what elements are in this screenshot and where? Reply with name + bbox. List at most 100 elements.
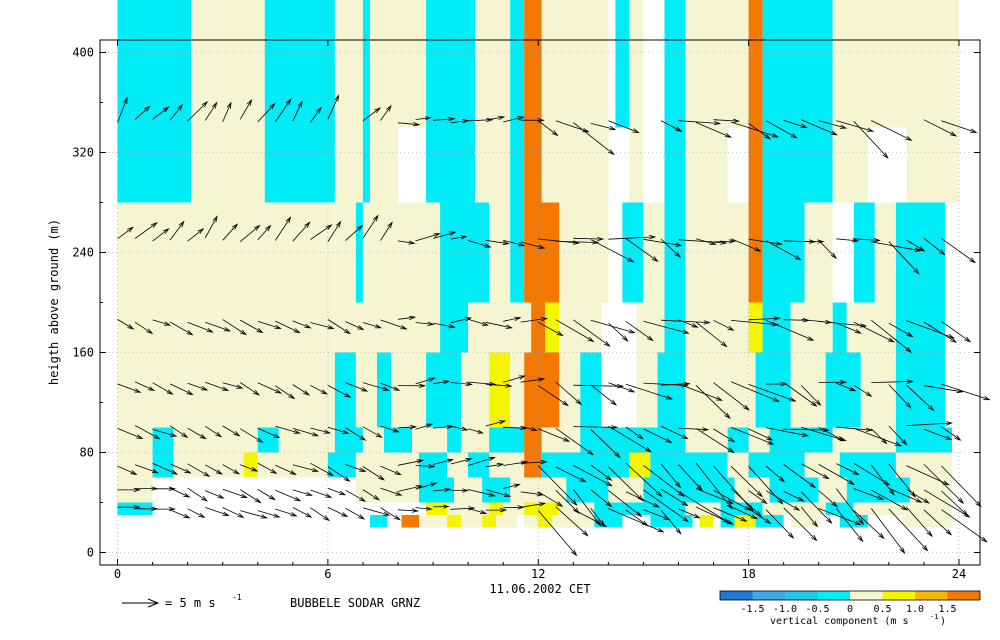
- wind-vector: [117, 465, 138, 475]
- wind-vector: [169, 425, 189, 439]
- y-tick-label: 240: [72, 246, 94, 260]
- wind-vector: [345, 427, 367, 441]
- heatmap-cell: [475, 127, 511, 203]
- wind-vector: [520, 377, 546, 383]
- wind-vector: [117, 319, 135, 330]
- wind-vector: [292, 384, 311, 396]
- heatmap-cell: [685, 202, 728, 303]
- heatmap-cell: [489, 202, 511, 303]
- wind-vector: [468, 489, 497, 497]
- wind-vector: [310, 224, 333, 240]
- heatmap-cell: [685, 452, 728, 478]
- heatmap-cell: [902, 515, 952, 528]
- heatmap-cell: [524, 352, 560, 428]
- wind-vector: [748, 384, 797, 402]
- wind-vector: [134, 321, 154, 335]
- wind-vector: [748, 238, 783, 246]
- heatmap-cell: [825, 502, 854, 515]
- wind-vector: [537, 510, 578, 557]
- heatmap-cell: [650, 515, 693, 528]
- wind-vector: [625, 238, 659, 262]
- wind-vector: [678, 427, 710, 432]
- wind-vector: [397, 315, 417, 321]
- heatmap-cell: [594, 452, 630, 478]
- wind-vector: [327, 507, 349, 518]
- wind-vector: [853, 384, 873, 397]
- heatmap-cell: [636, 352, 658, 428]
- vector-scale-label: = 5 m s: [165, 596, 216, 610]
- heatmap-cell: [510, 127, 525, 203]
- colorbar: -1.5 -1.0 -0.5 0 0.5 1.0 1.5: [719, 590, 981, 615]
- wind-vector: [187, 321, 214, 333]
- wind-vector: [678, 120, 722, 126]
- wind-vector: [415, 464, 436, 469]
- wind-vector: [888, 322, 914, 338]
- heatmap-cell: [895, 427, 952, 453]
- heatmap-cell: [419, 302, 440, 353]
- wind-vector: [292, 100, 303, 122]
- wind-vector: [871, 428, 888, 445]
- wind-vector: [169, 487, 191, 498]
- heatmap-cell: [734, 477, 770, 503]
- wind-vector: [275, 464, 297, 475]
- wind-vector: [485, 462, 505, 468]
- wind-vector: [169, 220, 185, 241]
- heatmap-cell: [191, 0, 265, 128]
- heatmap-cell: [895, 302, 945, 353]
- wind-vector: [888, 425, 908, 446]
- wind-vector: [765, 465, 786, 483]
- wind-vector: [713, 239, 737, 244]
- wind-vector: [766, 427, 810, 437]
- wind-vector: [678, 490, 730, 524]
- wind-vector: [240, 510, 268, 519]
- heatmap-cell: [727, 427, 749, 453]
- wind-vector: [713, 428, 736, 443]
- wind-vector: [467, 240, 492, 248]
- x-tick-label: 0: [114, 567, 121, 581]
- heatmap-cell: [489, 427, 525, 453]
- heatmap-cell: [426, 127, 476, 203]
- heatmap-cell: [657, 352, 686, 428]
- wind-vector: [783, 120, 808, 128]
- wind-vector: [608, 120, 640, 133]
- heatmap-cell: [524, 127, 542, 203]
- heatmap-cell: [475, 0, 511, 128]
- wind-vector: [608, 425, 653, 453]
- wind-vector: [888, 384, 912, 409]
- wind-vector: [730, 506, 758, 520]
- wind-vector: [625, 321, 654, 342]
- wind-vector: [134, 425, 161, 440]
- wind-vector: [555, 381, 583, 406]
- x-tick-label: 12: [531, 567, 545, 581]
- heatmap-cell: [825, 352, 861, 428]
- heatmap-cell: [362, 427, 384, 453]
- wind-vector: [748, 490, 768, 505]
- wind-vector: [117, 428, 144, 440]
- heatmap-cell: [727, 202, 749, 303]
- heatmap-cell: [580, 427, 686, 453]
- wind-vector: [152, 463, 179, 475]
- heatmap-cell: [461, 427, 476, 453]
- wind-vector: [503, 483, 521, 489]
- wind-vector: [923, 509, 953, 536]
- wind-vector: [397, 383, 427, 388]
- wind-vector: [835, 508, 864, 543]
- wind-vector: [590, 384, 618, 406]
- heatmap-cell: [755, 352, 791, 428]
- wind-vector: [275, 320, 301, 334]
- wind-vector: [923, 464, 965, 505]
- heatmap-cell: [401, 515, 419, 528]
- heatmap-cell: [152, 427, 174, 453]
- wind-vector: [713, 319, 735, 331]
- colorbar-swatch: [947, 591, 980, 600]
- heatmap-cell: [629, 0, 644, 128]
- colorbar-tick-label: -1.5: [740, 604, 764, 615]
- wind-vector: [818, 464, 856, 486]
- x-tick-label: 24: [952, 567, 966, 581]
- heatmap-cell: [468, 452, 490, 478]
- heatmap-cell: [664, 0, 686, 128]
- wind-vector: [169, 321, 194, 336]
- wind-vector: [433, 458, 454, 465]
- wind-vector: [205, 321, 232, 332]
- colorbar-swatch: [817, 591, 850, 600]
